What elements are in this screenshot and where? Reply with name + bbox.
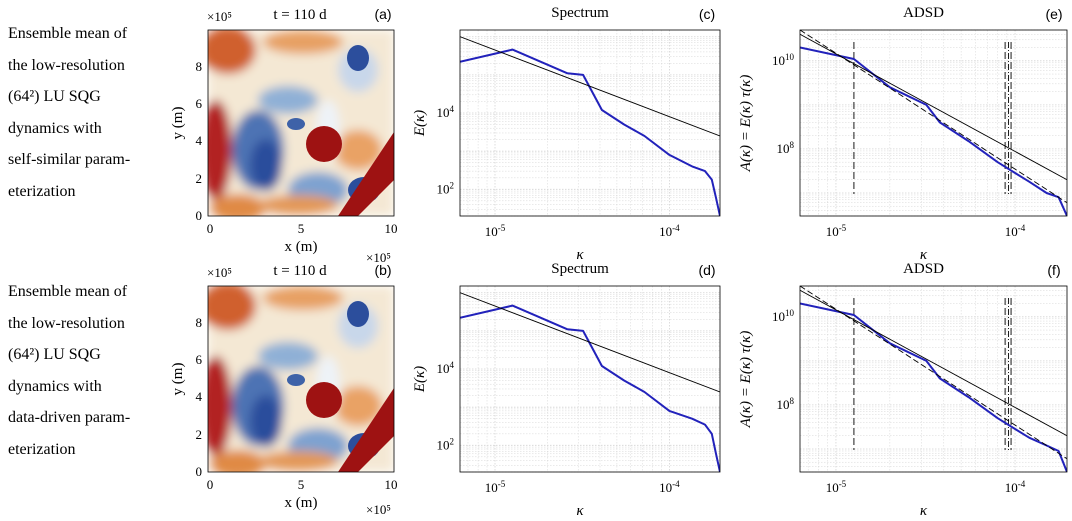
x-tick-label: 10-5 [485,479,506,495]
adsd-chart-f: 10-5 10-4 108 1010 ADSD (f) κ A(κ) = E(κ) τ(κ) [738,261,1067,519]
x-tick: 10 [385,477,398,492]
y-axis-label: y (m) [170,107,186,140]
x-tick-label: 10-4 [1005,223,1026,239]
panel-label: (e) [1045,6,1062,22]
y-tick: 2 [196,427,203,442]
data-series-line [800,304,1067,473]
y-tick-label: 102 [437,436,455,452]
y-tick-label: 1010 [772,52,795,68]
x-axis-label: x (m) [285,495,318,511]
x-tick-label: 10-5 [826,479,847,495]
x-tick: 5 [298,221,305,236]
grid [460,30,720,216]
panel-label: (a) [374,6,391,22]
y-axis-label: E(κ) [412,366,428,393]
plot-frame [800,30,1067,216]
y-tick: 0 [196,464,203,479]
x-tick-label: 10-5 [826,223,847,239]
data-series-line [800,48,1067,217]
field-title: t = 110 d [273,263,327,279]
x-tick: 10 [385,221,398,236]
y-tick-label: 104 [437,360,455,376]
exponent-label: ×10⁵ [207,9,232,24]
x-tick: 0 [207,221,214,236]
y-tick-label: 108 [777,140,795,156]
y-tick: 8 [196,315,203,330]
y-tick: 8 [196,59,203,74]
y-axis-label: E(κ) [412,110,428,137]
spectrum-chart-d: 10-5 10-4 102 104 Spectrum (d) κ E(κ) [412,261,720,519]
plot-frame [800,286,1067,472]
y-tick-label: 1010 [772,308,795,324]
grid [800,286,1067,472]
y-axis-label: y (m) [170,363,186,396]
y-axis-label: A(κ) = E(κ) τ(κ) [738,331,754,429]
x-tick-label: 10-4 [659,223,680,239]
y-tick: 0 [196,208,203,223]
y-tick: 4 [196,133,203,148]
x-axis-label: x (m) [285,239,318,255]
x-tick: 0 [207,477,214,492]
y-tick-label: 108 [777,396,795,412]
grid [460,286,720,472]
x-axis-label: κ [576,503,584,519]
panel-label: (d) [698,262,715,278]
y-tick: 6 [196,352,203,367]
x-tick: 5 [298,477,305,492]
exponent-label: ×10⁵ [366,502,391,517]
field-panel-a: t = 110 d (a) ×10⁵ ×10⁵ 0 2 4 6 8 0 5 10… [170,6,398,265]
exponent-label: ×10⁵ [207,265,232,280]
x-axis-label: κ [920,503,928,519]
plot-frame [460,286,720,472]
y-axis-label: A(κ) = E(κ) τ(κ) [738,75,754,173]
y-tick: 4 [196,389,203,404]
y-tick: 2 [196,171,203,186]
field-title: t = 110 d [273,7,327,23]
y-tick: 6 [196,96,203,111]
panel-label: (b) [374,262,391,278]
x-tick-label: 10-5 [485,223,506,239]
y-tick-label: 102 [437,180,455,196]
panel-label: (c) [699,6,715,22]
chart-title: Spectrum [551,5,609,21]
plot-frame [460,30,720,216]
x-tick-label: 10-4 [1005,479,1026,495]
chart-title: Spectrum [551,261,609,277]
chart-title: ADSD [903,261,944,277]
chart-title: ADSD [903,5,944,21]
x-tick-label: 10-4 [659,479,680,495]
grid [800,30,1067,216]
y-tick-label: 104 [437,104,455,120]
field-panel-b: t = 110 d (b) ×10⁵ ×10⁵ 0 2 4 6 8 0 5 10… [170,262,398,517]
panel-label: (f) [1047,262,1060,278]
